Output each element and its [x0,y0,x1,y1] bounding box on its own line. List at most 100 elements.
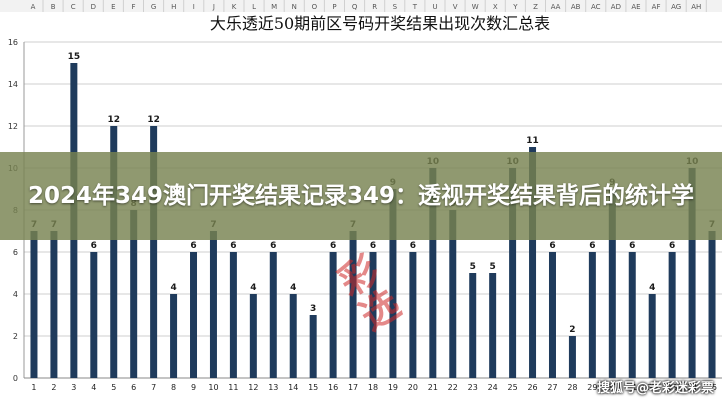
data-label: 11 [526,136,539,146]
x-tick-label: 10 [208,383,218,392]
bar [90,252,98,378]
column-letter: U [432,3,437,11]
y-tick-label: 14 [8,80,18,89]
column-letter: AA [551,3,561,11]
data-label: 4 [250,283,256,293]
data-label: 5 [470,262,476,272]
column-letter: AE [631,3,640,11]
column-letter: S [393,3,398,11]
x-tick-label: 25 [508,383,518,392]
x-tick-label: 8 [171,383,176,392]
x-tick-label: 35 [707,383,717,392]
bar [269,252,277,378]
column-letter: Q [352,3,358,11]
bar [469,273,477,378]
column-letter: H [171,3,176,11]
bar [30,231,38,378]
x-tick-label: 11 [228,383,238,392]
banner-headline: 2024年349澳门开奖结果记录349：透视开奖结果背后的统计学 [27,183,695,209]
bar [608,189,616,378]
x-tick-label: 27 [547,383,557,392]
bar [229,252,237,378]
column-letter: R [372,3,377,11]
x-tick-label: 5 [111,383,116,392]
bar [349,231,357,378]
data-label: 4 [290,283,296,293]
x-tick-label: 7 [151,383,156,392]
y-tick-label: 12 [8,122,18,131]
x-tick-label: 20 [408,383,418,392]
bar [509,168,517,378]
column-letter: N [292,3,297,11]
bar [249,294,257,378]
x-tick-label: 34 [687,383,697,392]
overlay-banner: 2024年349澳门开奖结果记录349：透视开奖结果背后的统计学 [0,152,722,240]
bar [309,315,317,378]
column-letter: AG [671,3,681,11]
bar [688,168,696,378]
x-tick-label: 29 [587,383,597,392]
bar [588,252,596,378]
x-tick-label: 19 [388,383,398,392]
column-letter: A [31,3,36,11]
column-letter: B [51,3,56,11]
bar [529,147,537,378]
data-label: 6 [629,241,635,251]
y-tick-label: 0 [13,374,18,383]
data-label: 6 [91,241,97,251]
data-label: 15 [68,52,81,62]
column-letter: L [252,3,256,11]
x-tick-label: 15 [308,383,318,392]
x-tick-label: 17 [348,383,358,392]
x-tick-label: 28 [567,383,577,392]
data-label: 3 [310,304,316,314]
column-letter: C [71,3,76,11]
data-label: 6 [410,241,416,251]
y-tick-label: 16 [8,38,18,47]
data-label: 6 [230,241,236,251]
column-letter: Y [512,3,518,11]
data-label: 6 [669,241,675,251]
data-label: 4 [170,283,176,293]
column-letter: I [193,3,195,11]
data-label: 2 [569,325,575,335]
x-tick-label: 30 [607,383,617,392]
column-letter: G [151,3,156,11]
bar [170,294,178,378]
column-letter: AC [591,3,601,11]
data-label: 6 [330,241,336,251]
x-tick-label: 33 [667,383,677,392]
column-letter: W [472,3,479,11]
x-tick-label: 3 [71,383,76,392]
column-letter: M [271,3,277,11]
column-letter: P [332,3,336,11]
bar [389,189,397,378]
column-letter: J [212,3,215,11]
bar [568,336,576,378]
column-letter: E [111,3,115,11]
source-watermark: 搜狐号@老彩迷彩票 [596,381,714,396]
data-label: 6 [549,241,555,251]
bar [190,252,198,378]
x-tick-label: 21 [428,383,438,392]
data-label: 6 [270,241,276,251]
x-tick-label: 13 [268,383,278,392]
column-letter: X [493,3,498,11]
x-tick-label: 1 [31,383,36,392]
x-tick-label: 14 [288,383,298,392]
x-tick-label: 22 [448,383,458,392]
bar [548,252,556,378]
x-tick-label: 32 [647,383,657,392]
x-tick-label: 12 [248,383,258,392]
column-letter: F [131,3,135,11]
bar [648,294,656,378]
bar [130,210,138,378]
column-letter: AB [571,3,581,11]
bar [708,231,716,378]
x-tick-label: 18 [368,383,378,392]
column-letter: V [453,3,458,11]
column-letter: D [91,3,96,11]
column-letter: K [232,3,237,11]
y-tick-label: 4 [13,290,18,299]
bar [429,168,437,378]
